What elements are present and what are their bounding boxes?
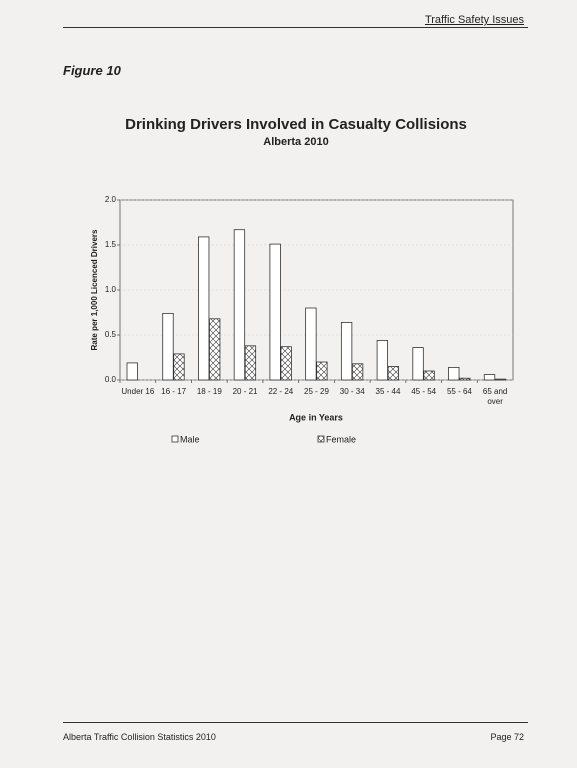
chart-title: Drinking Drivers Involved in Casualty Co…: [125, 116, 467, 133]
y-tick-label: 1.0: [105, 285, 117, 294]
bar: [412, 347, 424, 381]
bar: [126, 362, 138, 381]
x-tick-label: 35 - 44: [375, 387, 401, 396]
y-axis-title: Rate per 1,000 Licenced Drivers: [90, 229, 99, 351]
bar: [305, 307, 317, 381]
legend-label: Male: [180, 434, 200, 444]
legend-swatch: [171, 435, 179, 443]
bar: [459, 377, 471, 381]
bar: [376, 339, 388, 381]
x-tick-label: 65 and over: [482, 387, 508, 406]
header-section: Traffic Safety Issues: [424, 14, 524, 26]
bar: [244, 345, 257, 381]
footer-rule: [63, 722, 528, 723]
y-tick-label: 1.5: [105, 240, 117, 249]
y-tick-label: 2.0: [105, 195, 117, 204]
header-rule: [63, 27, 528, 28]
bar: [198, 236, 210, 381]
footer-left: Alberta Traffic Collision Statistics 201…: [63, 732, 216, 742]
x-tick-label: Under 16: [121, 387, 155, 396]
bar: [483, 374, 496, 381]
bar: [209, 318, 221, 381]
bar: [448, 366, 460, 381]
x-tick-label: 20 - 21: [232, 387, 258, 396]
bar: [233, 229, 246, 381]
bar: [269, 243, 281, 381]
bar: [340, 321, 353, 381]
x-tick-label: 30 - 34: [339, 387, 365, 396]
legend-label: Female: [326, 434, 356, 444]
y-tick-label: 0.0: [105, 375, 117, 384]
bar: [423, 370, 435, 381]
x-tick-label: 25 - 29: [304, 387, 329, 396]
x-tick-label: 16 - 17: [161, 387, 187, 396]
x-tick-label: 22 - 24: [268, 387, 294, 396]
footer-right: Page 72: [490, 732, 524, 742]
x-tick-label: 55 - 64: [446, 387, 472, 396]
x-tick-label: 45 - 54: [411, 387, 437, 396]
y-tick-label: 0.5: [105, 330, 117, 339]
bar: [316, 361, 328, 381]
bar: [387, 366, 399, 381]
chart-subtitle: Alberta 2010: [263, 136, 328, 148]
x-axis-title: Age in Years: [289, 412, 343, 422]
bar: [280, 346, 292, 381]
bar: [494, 378, 507, 381]
figure-label: Figure 10: [63, 63, 121, 78]
bar: [351, 363, 364, 381]
bar: [162, 312, 174, 381]
x-tick-label: 18 - 19: [196, 387, 222, 396]
legend-swatch: [317, 435, 325, 443]
bar: [173, 353, 185, 381]
